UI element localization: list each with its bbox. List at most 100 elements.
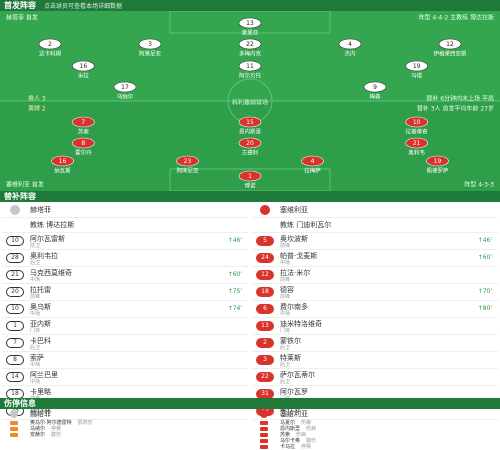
player-badge — [238, 137, 262, 149]
player-name: 加西亚 — [30, 405, 51, 413]
team-label: 赫塔菲 首发 — [6, 14, 38, 22]
player: 7 苏索 — [72, 116, 95, 136]
team-logo — [10, 410, 18, 418]
player-name: 纳瓦斯 — [54, 167, 71, 175]
player: 1 博诺 — [238, 170, 262, 190]
match-note: 黄牌 2 — [28, 105, 46, 113]
sub-player-row: 13 迪米特洛维奇 门将 — [252, 318, 498, 335]
injury-column: 赫塔菲 奥马尔·阿尔德雷特 肌肉伤 乌纳尔 停赛 安赫尔 膝伤 — [2, 409, 248, 438]
section-title: 替补阵容 — [4, 192, 36, 201]
player-number: 21 — [413, 140, 421, 147]
team-row: 赫塔菲 — [2, 409, 248, 420]
player-position: 后卫 — [280, 379, 291, 385]
player-badge — [138, 38, 162, 50]
sub-player-row: 3 特莱斯 后卫 — [252, 352, 498, 369]
player-name: 索里亚 — [242, 29, 259, 37]
player-number: 17 — [121, 84, 129, 91]
player-name: 梅森 — [369, 93, 381, 101]
section-subtitle: 点击球员可查看本场详细数据 — [44, 3, 123, 10]
player-name: 阿尔瓦雷斯 — [30, 235, 65, 243]
player-number: 1 — [6, 321, 24, 331]
player-number: 11 — [246, 63, 254, 70]
player-badge — [176, 155, 199, 167]
team-row: 塞维利亚 — [252, 203, 498, 218]
subs-column: 赫塔菲 教练 博达拉斯 10 阿尔瓦雷斯 前卫 ↑46' 28 奥利韦拉 后卫 21 马克西莫维奇中… — [2, 203, 248, 420]
player-number: 12 — [256, 270, 274, 280]
player-position: 中场 — [30, 311, 41, 317]
injury-row: 奥马尔·阿尔德雷特 肌肉伤 — [2, 420, 248, 426]
team-logo — [260, 410, 268, 418]
player-number: 13 — [256, 321, 274, 331]
player-number: 20 — [6, 287, 24, 297]
injury-row: 乌纳尔 停赛 — [2, 426, 248, 432]
player-number: 16 — [80, 63, 88, 70]
player-number: 8 — [6, 355, 24, 365]
match-note: 换人 3 — [28, 95, 46, 103]
player-number: 4 — [348, 41, 352, 48]
injury-reason: 膝伤 — [51, 432, 62, 438]
player: 20 古德利 — [238, 137, 262, 157]
penalty-box — [169, 11, 331, 34]
injury-reason: 肌肉伤 — [77, 420, 93, 426]
team-name: 赫塔菲 — [30, 410, 51, 418]
sub-event: ↑60' — [477, 254, 492, 261]
injury-row: 马夏尔 伤病 — [252, 420, 498, 426]
player-name: 阿尔贝托 — [239, 72, 262, 80]
player: 10 拉基蒂奇 — [405, 116, 428, 136]
player: 19 佩德罗萨 — [426, 155, 449, 175]
injury-icon — [260, 445, 268, 449]
player-name: 费尔南多 — [280, 303, 308, 311]
sub-player-row: 8 索萨 中场 — [2, 352, 248, 369]
player: 2 达卡科姆 — [38, 38, 61, 58]
player: 12 伊格莱西亚斯 — [433, 38, 467, 58]
injured-player: 卡马拉 — [280, 444, 296, 450]
match-note: 替补 3人 首发平均年龄 27岁 — [417, 105, 494, 113]
coach-name: 教练 博达拉斯 — [30, 221, 75, 229]
player: 16 米拉 — [72, 60, 95, 80]
player-number: 13 — [246, 20, 254, 27]
injury-icon — [260, 427, 268, 431]
sub-player-row: 28 奥利韦拉 后卫 — [2, 250, 248, 267]
player-number: 24 — [256, 253, 274, 263]
player-name: 多梅内克 — [239, 50, 262, 58]
team-name: 塞维利亚 — [280, 206, 308, 214]
team-row: 赫塔菲 — [2, 203, 248, 218]
player-name: 拉梅萨 — [304, 167, 321, 175]
player-number: 10 — [6, 236, 24, 246]
player-badge — [238, 17, 262, 29]
player-name: 蒙托亚 — [280, 405, 301, 413]
match-note: 替补 6分钟内未上场 平局 — [426, 95, 494, 103]
player-position: 后卫 — [280, 362, 291, 368]
player-number: 4 — [311, 158, 315, 165]
player-name: 乌纳尔 — [117, 93, 134, 101]
player-badge — [426, 155, 449, 167]
player-name: 迪米特洛维奇 — [280, 320, 322, 328]
sub-player-row: 5 奥坎波斯 前锋 ↑46' — [252, 233, 498, 250]
player-position: 中场 — [30, 277, 41, 283]
section-header: 替补阵容 — [0, 191, 500, 202]
injured-player: 苏索 — [280, 432, 291, 438]
injured-player: 奥马尔·阿尔德雷特 — [30, 420, 72, 426]
player-badge — [405, 60, 428, 72]
injured-player: 乌纳尔 — [30, 426, 46, 432]
player-badge — [405, 137, 428, 149]
player: 4 拉梅萨 — [301, 155, 324, 175]
player-name: 奥利韦拉 — [30, 252, 58, 260]
injury-reason: 伤病 — [301, 420, 312, 426]
injured-player: 恩内斯里 — [280, 426, 301, 432]
injured-player: 马夏尔 — [280, 420, 296, 426]
injury-reason: 伤病 — [306, 426, 317, 432]
player: 3 阿莱尼亚 — [138, 38, 162, 58]
sub-player-row: 22 萨尔瓦蒂尔 后卫 — [252, 369, 498, 386]
player: 8 霍尔丹 — [72, 137, 95, 157]
player-position: 前锋 — [30, 294, 41, 300]
player-name: 伊格莱西亚斯 — [433, 50, 467, 58]
player-name: 米拉 — [78, 72, 90, 80]
team-name: 塞维利亚 — [280, 410, 308, 418]
penalty-box — [169, 168, 331, 191]
sub-event: ↑74' — [227, 305, 242, 312]
player: 19 马塔 — [405, 60, 428, 80]
player-position: 中场 — [280, 260, 291, 266]
